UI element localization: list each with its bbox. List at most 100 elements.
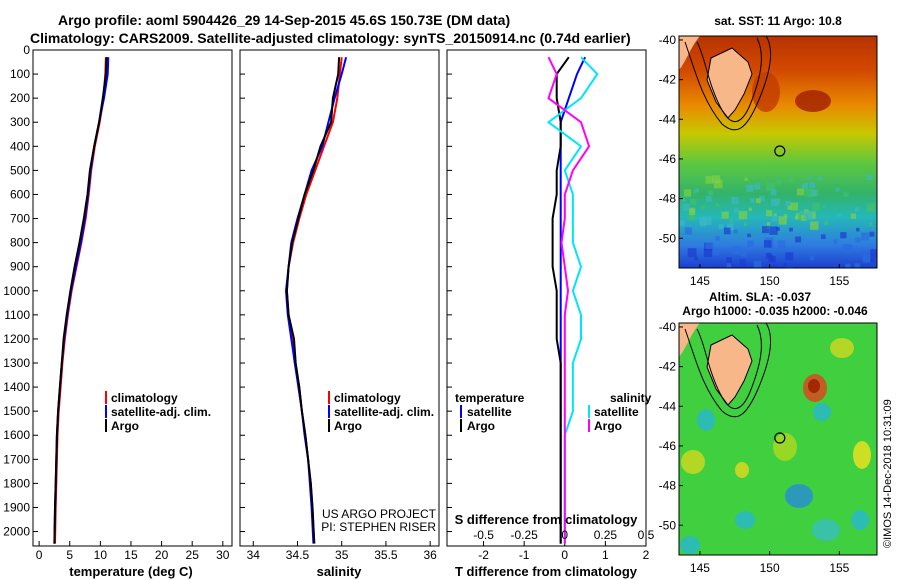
sst-pixel xyxy=(743,222,748,226)
lat-tick-label: -46 xyxy=(659,152,677,166)
series-line-argo xyxy=(53,57,108,544)
sla-map-title: Altim. SLA: -0.037 xyxy=(709,290,811,304)
tasmania-shape xyxy=(706,47,753,119)
sla-eddies xyxy=(680,338,871,554)
y-tick-label: 1200 xyxy=(3,332,30,346)
sla-eddy xyxy=(785,484,813,508)
sla-eddy xyxy=(735,462,749,478)
sst-map-lat-axis: -40 -42 -44 -46 -48 -50 xyxy=(659,33,683,245)
y-tick-label: 1800 xyxy=(3,476,30,490)
sst-pixel xyxy=(703,248,713,258)
y-tick-label: 100 xyxy=(10,67,30,81)
sst-pixel xyxy=(695,188,700,193)
sst-pixel xyxy=(769,226,778,235)
y-tick-label: 1900 xyxy=(3,500,30,514)
sst-pixel xyxy=(785,252,794,261)
difference-profiles xyxy=(546,56,599,544)
y-tick-label: 300 xyxy=(10,115,30,129)
sst-pixel xyxy=(787,205,792,210)
salinity-y-ticks xyxy=(240,49,245,533)
x-tick-label: 0 xyxy=(561,548,568,562)
x-tick-label: -1 xyxy=(519,548,530,562)
sst-pixel xyxy=(783,214,788,218)
sst-pixel xyxy=(785,200,791,207)
sst-warm-eddy xyxy=(795,90,831,112)
sst-pixel xyxy=(727,223,734,230)
sst-pixel xyxy=(750,198,755,203)
y-tick-label: 1300 xyxy=(3,356,30,370)
salinity-xlabel: salinity xyxy=(317,564,363,579)
sst-pixel xyxy=(718,224,724,229)
temperature-profiles xyxy=(53,57,110,544)
legend-temperature-title: temperature xyxy=(455,391,525,405)
sst-pixel xyxy=(843,191,849,197)
salinity-x-axis: 34 34.5 35 35.5 36 xyxy=(247,541,437,562)
x-tick-label: 34 xyxy=(247,548,261,562)
lat-tick-label: -40 xyxy=(659,33,677,47)
series-line-argo xyxy=(285,57,341,544)
x-tick-label: 25 xyxy=(186,548,200,562)
sst-pixel xyxy=(833,239,838,244)
sst-pixel xyxy=(702,216,712,226)
t-difference-xlabel: T difference from climatology xyxy=(455,564,638,579)
sst-pixel xyxy=(729,219,733,223)
legend-s-satellite-label: satellite xyxy=(594,405,639,419)
lat-tick-label: -50 xyxy=(659,231,677,245)
sst-pixel xyxy=(682,203,690,211)
sst-pixel xyxy=(800,215,807,221)
figure-title-line2: Climatology: CARS2009. Satellite-adjuste… xyxy=(30,30,631,46)
sst-pixel xyxy=(683,189,692,197)
sst-pixel xyxy=(746,184,754,192)
sst-pixel xyxy=(835,187,840,192)
salinity-axes-frame xyxy=(239,49,440,547)
depth-axis: 0 100 200 300 400 500 600 700 800 900 1000 1100 1200… xyxy=(3,43,38,539)
y-tick-label: 700 xyxy=(10,212,30,226)
sst-pixel xyxy=(747,233,751,238)
sla-map-lon-axis: 145 150 155 xyxy=(690,551,850,575)
project-annotation: US ARGO PROJECT xyxy=(322,507,437,521)
lon-tick-label: 145 xyxy=(690,561,710,575)
sst-pixel xyxy=(778,216,787,225)
sst-pixel xyxy=(701,205,705,210)
sst-pixel xyxy=(708,190,714,196)
sst-pixel xyxy=(694,256,698,261)
sla-eddy xyxy=(853,441,871,469)
sst-pixel xyxy=(766,222,771,226)
y-tick-label: 1400 xyxy=(3,380,30,394)
sst-pixel xyxy=(688,213,696,221)
sst-pixel xyxy=(679,265,687,268)
sst-pixel xyxy=(867,175,872,181)
series-line-salinity-argo xyxy=(547,56,591,544)
sla-eddy xyxy=(812,519,840,541)
sst-pixel xyxy=(755,198,761,204)
sst-pixel xyxy=(690,198,697,205)
sst-pixel xyxy=(801,184,806,188)
shelf-contour-1000m xyxy=(696,324,762,409)
sst-pixel xyxy=(820,234,826,240)
y-tick-label: 900 xyxy=(10,260,30,274)
temperature-panel: 0100200300400500600700800900100011001200… xyxy=(3,43,233,579)
difference-y-ticks xyxy=(447,49,452,533)
sst-pixel xyxy=(862,255,871,263)
sla-map-subtitle: Argo h1000: -0.035 h2000: -0.046 xyxy=(682,304,868,318)
sst-pixel xyxy=(721,211,729,219)
sst-pixel xyxy=(869,231,875,237)
sst-pixel xyxy=(779,245,786,253)
sst-pixel xyxy=(681,197,686,202)
x-tick-label: 35.5 xyxy=(374,548,398,562)
sst-pixel xyxy=(783,262,788,267)
sst-pixel xyxy=(795,236,802,243)
sst-pixel xyxy=(812,202,821,211)
sst-pixel xyxy=(723,227,731,235)
sst-pixel xyxy=(790,202,799,211)
sst-pixel xyxy=(776,227,780,231)
lat-tick-label: -40 xyxy=(659,320,677,334)
sst-pixel xyxy=(818,176,823,181)
sst-pixel xyxy=(788,177,794,183)
s-tick-label: 0 xyxy=(561,528,568,542)
sst-pixel xyxy=(739,259,747,267)
imos-timestamp: ©IMOS 14-Dec-2018 10:31:09 xyxy=(882,399,894,548)
sst-pixel xyxy=(770,189,777,196)
x-tick-label: 34.5 xyxy=(286,548,310,562)
